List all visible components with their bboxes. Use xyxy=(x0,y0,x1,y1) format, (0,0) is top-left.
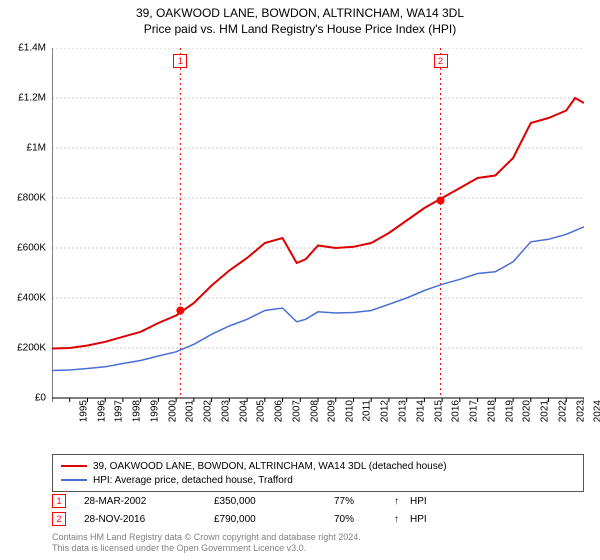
title-address: 39, OAKWOOD LANE, BOWDON, ALTRINCHAM, WA… xyxy=(0,6,600,20)
y-tick-label: £400K xyxy=(0,293,46,304)
footer-line-2: This data is licensed under the Open Gov… xyxy=(52,543,361,554)
y-tick-label: £0 xyxy=(0,393,46,404)
sale-hpi-ref: HPI xyxy=(410,496,427,507)
y-tick-label: £1.4M xyxy=(0,43,46,54)
sale-pct: 70% xyxy=(334,514,394,525)
footer-attribution: Contains HM Land Registry data © Crown c… xyxy=(52,532,361,554)
chart-svg xyxy=(52,48,584,418)
up-arrow-icon: ↑ xyxy=(394,514,410,525)
chart-plot-area xyxy=(52,48,584,418)
sale-rows: 1 28-MAR-2002£350,00077%↑HPI 2 28-NOV-2016£… xyxy=(52,492,584,528)
sale-marker-1: 1 xyxy=(173,54,187,68)
legend-box: 39, OAKWOOD LANE, BOWDON, ALTRINCHAM, WA… xyxy=(52,454,584,492)
legend-item: HPI: Average price, detached house, Traf… xyxy=(61,473,575,487)
legend-item: 39, OAKWOOD LANE, BOWDON, ALTRINCHAM, WA… xyxy=(61,459,575,473)
sale-marker-icon: 1 xyxy=(52,494,66,508)
footer-line-1: Contains HM Land Registry data © Crown c… xyxy=(52,532,361,543)
sale-pct: 77% xyxy=(334,496,394,507)
y-tick-label: £600K xyxy=(0,243,46,254)
sale-marker-2: 2 xyxy=(434,54,448,68)
y-tick-label: £800K xyxy=(0,193,46,204)
legend-label: 39, OAKWOOD LANE, BOWDON, ALTRINCHAM, WA… xyxy=(93,461,447,472)
up-arrow-icon: ↑ xyxy=(394,496,410,507)
sale-row: 2 28-NOV-2016£790,00070%↑HPI xyxy=(52,510,584,528)
sale-marker-icon: 2 xyxy=(52,512,66,526)
legend-swatch xyxy=(61,479,87,481)
sale-date: 28-MAR-2002 xyxy=(84,496,214,507)
y-tick-label: £200K xyxy=(0,343,46,354)
sale-date: 28-NOV-2016 xyxy=(84,514,214,525)
sale-row: 1 28-MAR-2002£350,00077%↑HPI xyxy=(52,492,584,510)
sale-price: £790,000 xyxy=(214,514,334,525)
legend-label: HPI: Average price, detached house, Traf… xyxy=(93,475,293,486)
y-tick-label: £1M xyxy=(0,143,46,154)
title-subtitle: Price paid vs. HM Land Registry's House … xyxy=(0,22,600,36)
sale-hpi-ref: HPI xyxy=(410,514,427,525)
legend-swatch xyxy=(61,465,87,467)
chart-container: 39, OAKWOOD LANE, BOWDON, ALTRINCHAM, WA… xyxy=(0,0,600,560)
x-tick-label: 2024 xyxy=(593,400,600,422)
title-block: 39, OAKWOOD LANE, BOWDON, ALTRINCHAM, WA… xyxy=(0,0,600,36)
sale-price: £350,000 xyxy=(214,496,334,507)
y-tick-label: £1.2M xyxy=(0,93,46,104)
